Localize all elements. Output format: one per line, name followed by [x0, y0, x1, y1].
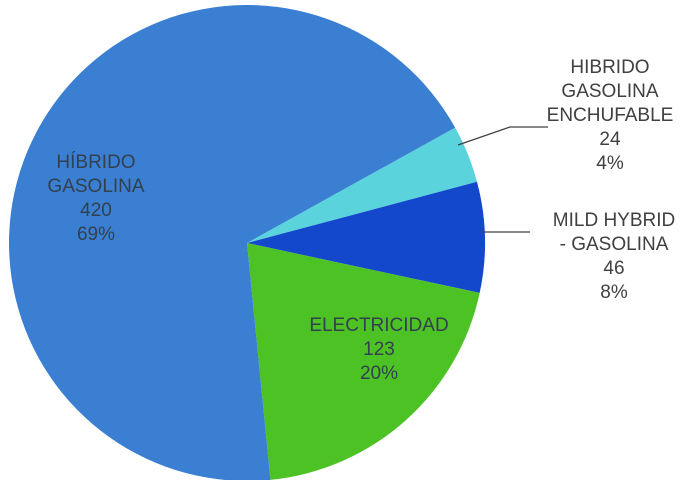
leader-lines: [457, 126, 548, 233]
data-label-category: HIBRIDO: [570, 57, 649, 78]
data-label-percent: 69%: [77, 224, 115, 245]
pie-slice-4: [8, 5, 456, 480]
pie-slice-2: [247, 181, 485, 293]
data-label-category: GASOLINA: [47, 176, 144, 197]
data-label-percent: 20%: [360, 363, 398, 384]
data-label-category: HÍBRIDO: [56, 152, 135, 173]
pie-slice-3: [247, 243, 480, 480]
data-label-category: ELECTRICIDAD: [309, 315, 448, 336]
data-label-value: 24: [599, 129, 621, 150]
pie-slices: [8, 5, 485, 480]
leader-line-1: [457, 126, 548, 146]
data-label-3: ELECTRICIDAD 123 20%: [309, 315, 448, 384]
data-labels: HIBRIDO GASOLINA ENCHUFABLE 24 4% MILD HYBRID…: [47, 57, 675, 384]
data-label-value: 420: [80, 200, 112, 221]
pie-slice-1: [247, 127, 477, 243]
data-label-category: GASOLINA: [561, 81, 658, 102]
data-label-value: 46: [603, 258, 624, 279]
data-label-percent: 4%: [596, 153, 624, 174]
data-label-value: 123: [363, 339, 395, 360]
data-label-percent: 8%: [600, 282, 628, 303]
data-label-category: ENCHUFABLE: [547, 105, 674, 126]
data-label-category: MILD HYBRID: [553, 210, 675, 231]
data-label-2: MILD HYBRID - GASOLINA 46 8%: [553, 210, 675, 303]
data-label-category: - GASOLINA: [560, 234, 669, 255]
data-label-4: HÍBRIDO GASOLINA 420 69%: [47, 152, 144, 245]
data-label-1: HIBRIDO GASOLINA ENCHUFABLE 24 4%: [547, 57, 674, 174]
